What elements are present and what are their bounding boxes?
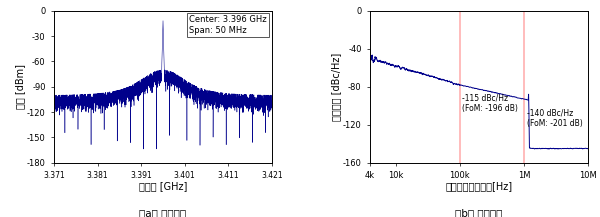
Y-axis label: 位相雑音 [dBc/Hz]: 位相雑音 [dBc/Hz]: [331, 53, 341, 121]
Text: -140 dBc/Hz
(FoM: -201 dB): -140 dBc/Hz (FoM: -201 dB): [527, 108, 582, 128]
Text: （a） 発振特性: （a） 発振特性: [139, 208, 187, 217]
Text: （b） 位相雑音: （b） 位相雑音: [455, 208, 503, 217]
Y-axis label: 振幅 [dBm]: 振幅 [dBm]: [16, 64, 25, 109]
Text: Center: 3.396 GHz
Span: 50 MHz: Center: 3.396 GHz Span: 50 MHz: [189, 15, 267, 35]
Text: -115 dBc/Hz
(FoM: -196 dB): -115 dBc/Hz (FoM: -196 dB): [463, 93, 518, 113]
X-axis label: オフセット周波数[Hz]: オフセット周波数[Hz]: [445, 181, 512, 191]
X-axis label: 周波数 [GHz]: 周波数 [GHz]: [139, 181, 187, 191]
